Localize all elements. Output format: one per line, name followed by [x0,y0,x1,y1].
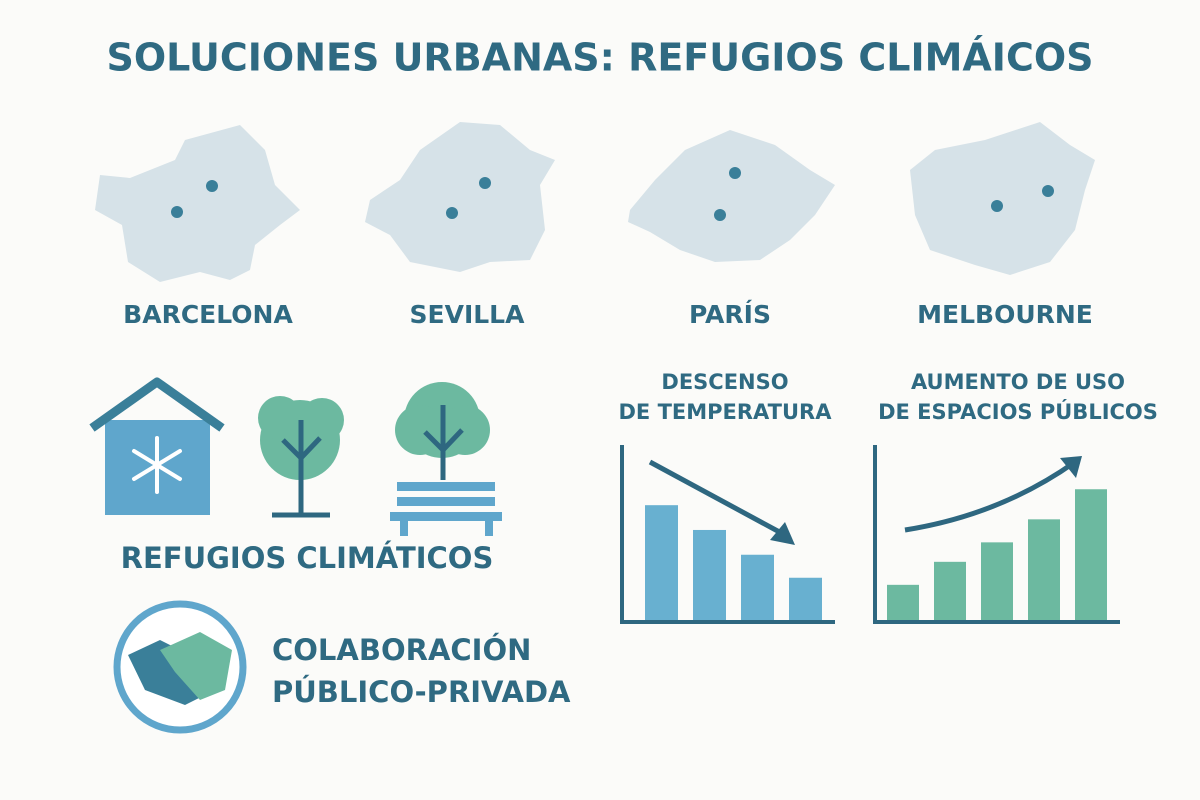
city-label: PARÍS [689,300,771,329]
bar [934,561,966,622]
collaboration-label: COLABORACIÓN [272,633,531,667]
city-label: MELBOURNE [917,300,1093,329]
bar [789,577,822,622]
house-roof [89,377,225,432]
bar [1028,519,1060,622]
chart-title: DE ESPACIOS PÚBLICOS [878,399,1158,424]
snowflake [132,436,182,494]
city-label: BARCELONA [123,300,293,329]
map-dot [729,167,741,179]
refuge-icons [89,377,502,536]
bar [645,505,678,622]
map-dot [714,209,726,221]
chart-title: DESCENSO [661,370,788,394]
axis [873,445,1120,624]
bar [693,529,726,622]
city-label: SEVILLA [410,300,526,329]
bar [741,554,774,622]
map-barcelona [95,125,300,282]
bar [1075,489,1107,622]
map-dot [206,180,218,192]
tree-trunk [423,405,464,480]
tree [258,396,302,440]
map-paris [628,130,835,262]
axis [620,445,835,624]
collaboration-label: PÚBLICO-PRIVADA [272,675,571,709]
bench [390,482,502,536]
map-dot [171,206,183,218]
tree-trunk [272,420,330,518]
city-maps [95,122,1095,282]
tree [300,398,344,442]
map-melbourne [910,122,1095,275]
map-dot [1042,185,1054,197]
refuges-label: REFUGIOS CLIMÁTICOS [121,541,494,575]
bar [981,542,1013,622]
map-dot [479,177,491,189]
page-title: SOLUCIONES URBANAS: REFUGIOS CLIMÁICOS [107,36,1094,80]
map-dot [446,207,458,219]
bar [887,584,919,622]
handshake-icon [113,600,247,734]
map-dot [991,200,1003,212]
chart-title: AUMENTO DE USO [911,370,1125,394]
map-sevilla [365,122,555,272]
chart-title: DE TEMPERATURA [619,400,833,424]
trend-arrows [648,456,1082,545]
